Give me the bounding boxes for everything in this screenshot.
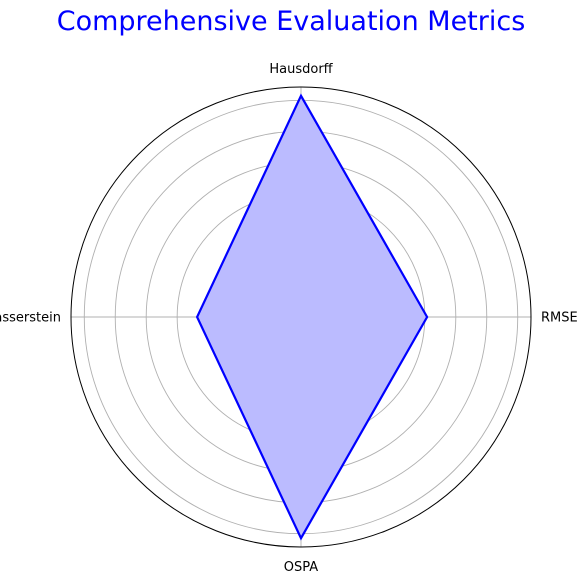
- axis-label-ospa: OSPA: [284, 560, 318, 575]
- series-layer: [195, 93, 429, 541]
- axis-label-hausdorff: Hausdorff: [269, 62, 333, 77]
- axis-label-wasserstein: Wasserstein: [0, 311, 61, 326]
- axis-label-rmse: RMSE: [541, 311, 578, 326]
- series-line: [195, 93, 429, 541]
- outer-frame: [70, 86, 532, 548]
- chart-title: Comprehensive Evaluation Metrics: [56, 6, 526, 37]
- axis-labels: RMSE Hausdorff Wasserstein OSPA: [0, 62, 578, 575]
- series-area: [197, 95, 428, 539]
